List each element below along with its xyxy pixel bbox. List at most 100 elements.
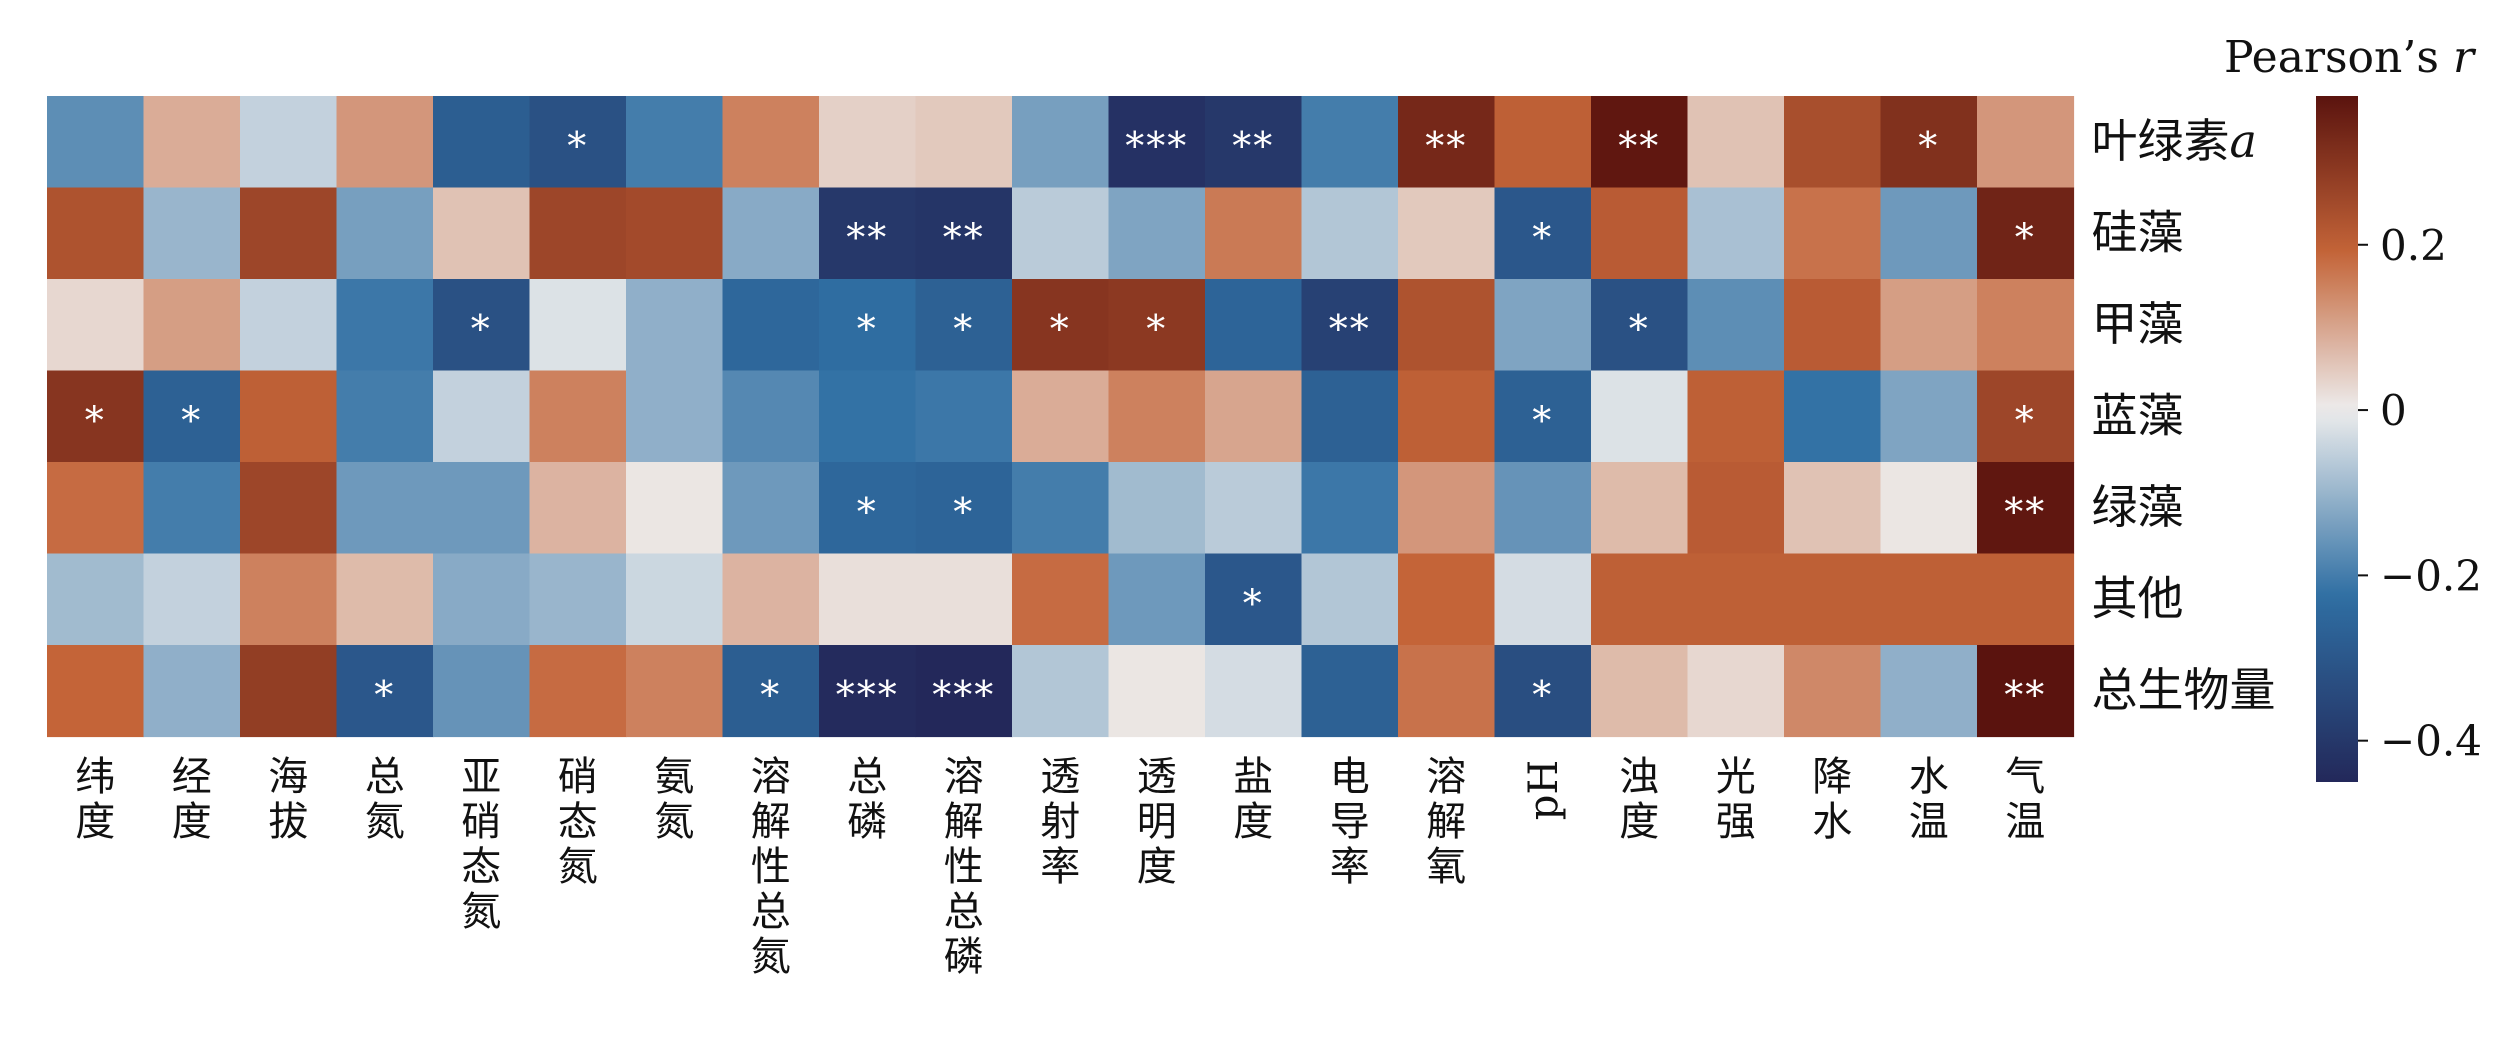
heatmap-cell xyxy=(722,187,820,280)
significance-mark: * xyxy=(85,398,106,442)
heatmap-cell xyxy=(626,645,724,738)
heatmap-cell xyxy=(1398,187,1496,280)
significance-mark: ** xyxy=(1618,124,1660,168)
heatmap-cell xyxy=(1108,370,1206,463)
heatmap-cell xyxy=(915,279,1013,372)
heatmap-cell xyxy=(336,462,434,555)
heatmap-cell xyxy=(915,370,1013,463)
heatmap-cell xyxy=(1591,96,1689,189)
significance-mark: * xyxy=(1146,307,1167,351)
significance-mark: *** xyxy=(836,673,899,717)
significance-mark: * xyxy=(374,673,395,717)
heatmap-cell xyxy=(1880,96,1978,189)
y-tick-label: 绿藻 xyxy=(2092,480,2184,534)
heatmap-cell xyxy=(1012,553,1110,646)
heatmap-cell xyxy=(1494,187,1592,280)
significance-mark: * xyxy=(1050,307,1071,351)
heatmap-cell xyxy=(433,370,531,463)
heatmap-cell xyxy=(819,370,917,463)
heatmap-cell xyxy=(915,96,1013,189)
heatmap-cell xyxy=(1012,462,1110,555)
heatmap-cell xyxy=(1977,279,2075,372)
heatmap-cell xyxy=(240,279,338,372)
heatmap-cell xyxy=(1398,553,1496,646)
heatmap-cell xyxy=(143,462,241,555)
significance-mark: ** xyxy=(846,215,888,259)
heatmap-cell xyxy=(1494,96,1592,189)
significance-mark: ** xyxy=(943,215,985,259)
y-tick-label: 总生物量 xyxy=(2092,663,2276,717)
heatmap-cell xyxy=(1687,645,1785,738)
heatmap-cell xyxy=(1301,370,1399,463)
heatmap-cell xyxy=(433,187,531,280)
heatmap-cell xyxy=(1977,645,2075,738)
heatmap-cell xyxy=(1301,279,1399,372)
heatmap-cell xyxy=(1398,645,1496,738)
heatmap-cell xyxy=(529,279,627,372)
significance-mark: * xyxy=(1243,581,1264,625)
significance-mark: *** xyxy=(932,673,995,717)
x-tick-label: 降水 xyxy=(1812,754,1852,845)
heatmap-cell xyxy=(819,279,917,372)
significance-mark: * xyxy=(857,490,878,534)
heatmap-cell xyxy=(240,96,338,189)
heatmap-cell xyxy=(47,553,145,646)
significance-mark: * xyxy=(181,398,202,442)
heatmap-cell xyxy=(1205,462,1303,555)
heatmap-cell xyxy=(529,370,627,463)
heatmap-cell xyxy=(143,370,241,463)
significance-mark: * xyxy=(953,490,974,534)
colorbar-gradient xyxy=(2316,96,2358,782)
heatmap-cell xyxy=(1687,553,1785,646)
significance-mark: * xyxy=(1532,673,1553,717)
heatmap-cell xyxy=(1108,279,1206,372)
heatmap-cell xyxy=(1494,462,1592,555)
heatmap-cell xyxy=(47,187,145,280)
heatmap-cell xyxy=(1591,279,1689,372)
x-tick-label: 浊度 xyxy=(1619,754,1659,845)
heatmap-cell xyxy=(1977,370,2075,463)
significance-mark: ** xyxy=(1232,124,1274,168)
heatmap-cell xyxy=(1591,645,1689,738)
heatmap-cell xyxy=(1301,187,1399,280)
heatmap-cell xyxy=(1784,187,1882,280)
heatmap-cell xyxy=(336,279,434,372)
heatmap-cell xyxy=(1301,553,1399,646)
heatmap-cell xyxy=(722,96,820,189)
heatmap-cell xyxy=(1205,645,1303,738)
heatmap-cell xyxy=(1977,462,2075,555)
x-tick-label: 光强 xyxy=(1716,754,1756,845)
heatmap-cell xyxy=(1108,462,1206,555)
significance-mark: * xyxy=(567,124,588,168)
heatmap-cell xyxy=(626,187,724,280)
heatmap-cell xyxy=(1687,370,1785,463)
heatmap-cell xyxy=(47,370,145,463)
heatmap-cell xyxy=(1687,96,1785,189)
heatmap-cell xyxy=(819,96,917,189)
heatmap-cell xyxy=(819,462,917,555)
heatmap-cell xyxy=(433,96,531,189)
heatmap-cell xyxy=(47,96,145,189)
x-tick-label: 溶解性总氮 xyxy=(751,754,791,980)
x-tick-label: 总氮 xyxy=(365,754,405,845)
heatmap-cell xyxy=(915,645,1013,738)
x-tick-label: 气温 xyxy=(2005,754,2045,845)
heatmap-cell xyxy=(1784,279,1882,372)
heatmap-cell xyxy=(1591,370,1689,463)
heatmap-cell xyxy=(143,279,241,372)
heatmap-cell xyxy=(529,462,627,555)
heatmap-cell xyxy=(1880,370,1978,463)
heatmap-cell xyxy=(336,370,434,463)
heatmap-cell xyxy=(1880,645,1978,738)
x-tick-label: 海拔 xyxy=(268,754,308,845)
heatmap-cell xyxy=(433,553,531,646)
heatmap-cell xyxy=(336,553,434,646)
heatmap-cell xyxy=(1108,645,1206,738)
heatmap-cell xyxy=(1398,462,1496,555)
heatmap-cell xyxy=(1398,279,1496,372)
y-tick-label: 硅藻 xyxy=(2092,205,2184,259)
colorbar-tick-label: 0.2 xyxy=(2380,221,2447,270)
heatmap-cell xyxy=(915,187,1013,280)
significance-mark: * xyxy=(1918,124,1939,168)
